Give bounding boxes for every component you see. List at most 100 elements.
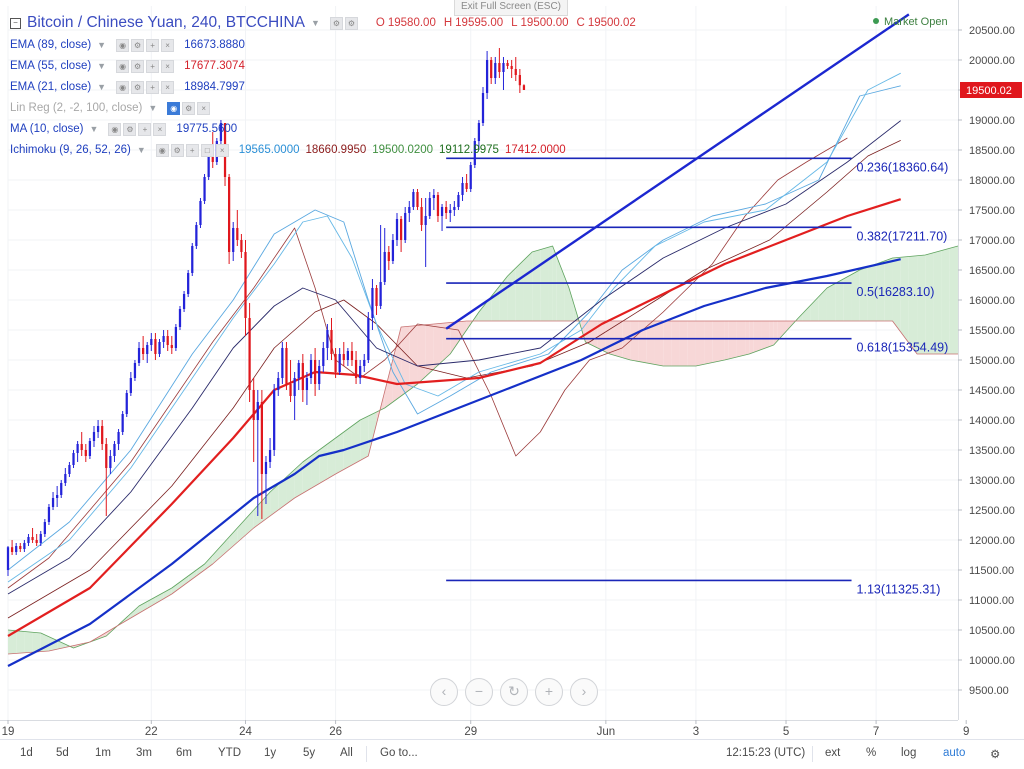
plus-icon[interactable]: + xyxy=(138,122,152,136)
plus-icon[interactable]: + xyxy=(535,678,563,706)
last-price-label: 19500.02 xyxy=(966,85,1012,97)
exit-fullscreen-button[interactable]: Exit Full Screen (ESC) xyxy=(454,0,568,16)
range-button-1y[interactable]: 1y xyxy=(264,747,277,759)
indicator-label[interactable]: EMA (21, close) xyxy=(10,81,92,93)
chevron-left-icon[interactable]: ‹ xyxy=(430,678,458,706)
format-icon[interactable]: □ xyxy=(200,143,214,157)
eye-icon[interactable]: ◉ xyxy=(108,122,122,136)
close-icon[interactable]: × xyxy=(161,59,175,73)
gear-icon[interactable]: ⚙ xyxy=(131,59,145,73)
plus-icon[interactable]: + xyxy=(146,38,160,52)
close-icon[interactable]: × xyxy=(215,143,229,157)
zoom-controls[interactable]: ‹ − ↻ + › xyxy=(430,678,598,706)
price-tick-label: 15000.00 xyxy=(969,355,1015,367)
format-icon[interactable]: ⚙ xyxy=(344,16,358,30)
fibonacci-levels[interactable]: 0.236(18360.64) 0.382(17211.70) 0.5(16283.… xyxy=(446,157,948,596)
candle-body xyxy=(498,63,501,72)
chevron-down-icon[interactable]: ▼ xyxy=(89,124,99,134)
range-button-ytd[interactable]: YTD xyxy=(218,747,241,759)
candle-body xyxy=(285,348,288,384)
trend-line[interactable] xyxy=(445,13,910,330)
range-button-6m[interactable]: 6m xyxy=(176,747,192,759)
candle-body xyxy=(469,165,472,189)
price-chart[interactable]: 0.236(18360.64) 0.382(17211.70) 0.5(16283.… xyxy=(0,0,1024,739)
chevron-down-icon[interactable]: ▼ xyxy=(97,40,107,50)
ext-toggle[interactable]: ext xyxy=(825,747,841,759)
candle-body xyxy=(84,450,87,456)
indicator-buttons[interactable]: ◉ ⚙ × xyxy=(167,101,211,115)
range-button-1m[interactable]: 1m xyxy=(95,747,111,759)
indicator-buttons[interactable]: ◉ ⚙ + × xyxy=(116,38,175,52)
range-button-3m[interactable]: 3m xyxy=(136,747,152,759)
indicator-row[interactable]: Ichimoku (9, 26, 52, 26) ▼ ◉ ⚙ + □ × 19565.0000… xyxy=(10,141,572,159)
symbol-title[interactable]: Bitcoin / Chinese Yuan, 240, BTCCHINA xyxy=(27,14,305,31)
price-axis[interactable]: 9500.00 10000.00 10500.00 11000.00 11500.00 1… xyxy=(958,0,1024,739)
indicator-label[interactable]: Lin Reg (2, -2, 100, close) xyxy=(10,102,143,114)
indicator-label[interactable]: MA (10, close) xyxy=(10,123,84,135)
eye-icon[interactable]: ◉ xyxy=(116,80,130,94)
price-tick-label: 20500.00 xyxy=(969,25,1015,37)
range-button-1d[interactable]: 1d xyxy=(20,747,33,759)
close-icon[interactable]: × xyxy=(197,101,211,115)
time-axis[interactable]: 19 22 24 26 29 Jun 3 5 7 9 xyxy=(0,720,969,738)
candle-body xyxy=(297,363,300,378)
indicator-row[interactable]: EMA (89, close) ▼ ◉ ⚙ + × 16673.8880 xyxy=(10,36,251,54)
candle-body xyxy=(256,402,259,420)
indicator-label[interactable]: Ichimoku (9, 26, 52, 26) xyxy=(10,144,131,156)
collapse-icon[interactable]: − xyxy=(10,17,21,29)
eye-icon[interactable]: ◉ xyxy=(155,143,169,157)
plus-icon[interactable]: + xyxy=(146,59,160,73)
candle-body xyxy=(109,456,112,468)
gear-icon[interactable]: ⚙ xyxy=(123,122,137,136)
chevron-down-icon[interactable]: ▼ xyxy=(97,82,107,92)
indicator-row[interactable]: EMA (55, close) ▼ ◉ ⚙ + × 17677.3074 xyxy=(10,57,251,75)
eye-icon[interactable]: ◉ xyxy=(116,59,130,73)
chevron-down-icon[interactable]: ▼ xyxy=(311,18,320,28)
range-button-5y[interactable]: 5y xyxy=(303,747,316,759)
gear-icon[interactable]: ⚙ xyxy=(990,749,1001,761)
chevron-down-icon[interactable]: ▼ xyxy=(136,145,146,155)
candle-body xyxy=(39,534,42,543)
indicator-row[interactable]: Lin Reg (2, -2, 100, close) ▼ ◉ ⚙ × xyxy=(10,99,220,117)
kijun-sen-line xyxy=(7,140,901,619)
cloud-segment xyxy=(798,313,803,321)
chevron-down-icon[interactable]: ▼ xyxy=(148,103,158,113)
auto-toggle[interactable]: auto xyxy=(943,747,966,759)
log-toggle[interactable]: log xyxy=(901,747,917,759)
range-button-5d[interactable]: 5d xyxy=(56,747,69,759)
plus-icon[interactable]: + xyxy=(146,80,160,94)
reset-icon[interactable]: ↻ xyxy=(500,678,528,706)
gear-icon[interactable]: ⚙ xyxy=(131,38,145,52)
minus-icon[interactable]: − xyxy=(465,678,493,706)
indicator-row[interactable]: MA (10, close) ▼ ◉ ⚙ + × 19775.5600 xyxy=(10,120,243,138)
settings-icon[interactable]: ⚙ xyxy=(329,16,343,30)
indicator-label[interactable]: EMA (55, close) xyxy=(10,60,92,72)
eye-icon[interactable]: ◉ xyxy=(116,38,130,52)
goto-button[interactable]: Go to... xyxy=(380,747,418,759)
symbol-buttons[interactable]: ⚙ ⚙ xyxy=(329,16,358,30)
trend-line[interactable] xyxy=(445,13,910,330)
chevron-right-icon[interactable]: › xyxy=(570,678,598,706)
candle-body xyxy=(121,414,124,432)
indicator-buttons[interactable]: ◉ ⚙ + × xyxy=(116,80,175,94)
eye-icon[interactable]: ◉ xyxy=(167,101,181,115)
close-icon[interactable]: × xyxy=(153,122,167,136)
close-icon[interactable]: × xyxy=(161,80,175,94)
indicator-buttons[interactable]: ◉ ⚙ + × xyxy=(108,122,167,136)
indicator-label[interactable]: EMA (89, close) xyxy=(10,39,92,51)
cloud-segment xyxy=(851,270,860,321)
cloud-segment xyxy=(417,324,426,384)
indicator-row[interactable]: EMA (21, close) ▼ ◉ ⚙ + × 18984.7997 xyxy=(10,78,251,96)
percent-toggle[interactable]: % xyxy=(866,747,877,759)
plus-icon[interactable]: + xyxy=(185,143,199,157)
candle-body xyxy=(502,63,505,72)
chevron-down-icon[interactable]: ▼ xyxy=(97,61,107,71)
indicator-buttons[interactable]: ◉ ⚙ + × xyxy=(116,59,175,73)
cloud-segment xyxy=(351,420,361,465)
gear-icon[interactable]: ⚙ xyxy=(170,143,184,157)
range-button-all[interactable]: All xyxy=(340,747,353,759)
gear-icon[interactable]: ⚙ xyxy=(131,80,145,94)
indicator-buttons[interactable]: ◉ ⚙ + □ × xyxy=(155,143,229,157)
gear-icon[interactable]: ⚙ xyxy=(182,101,196,115)
close-icon[interactable]: × xyxy=(161,38,175,52)
